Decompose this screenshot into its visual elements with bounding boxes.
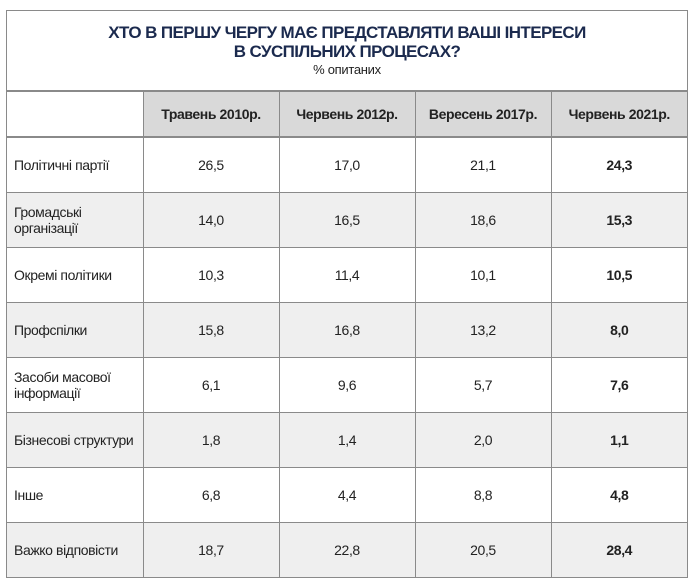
value-cell: 10,3: [142, 247, 280, 303]
value-cell: 10,1: [414, 247, 552, 303]
row-label: Важко відповісти: [7, 522, 144, 578]
value-cell: 4,4: [278, 467, 416, 523]
value-cell: 17,0: [278, 136, 416, 193]
value-cell: 8,0: [550, 302, 687, 358]
value-cell: 16,8: [278, 302, 416, 358]
value-cell: 11,4: [278, 247, 416, 303]
table-row: Важко відповісти 18,7 22,8 20,5 28,4: [7, 522, 687, 578]
column-header: Травень 2010р.: [142, 92, 280, 138]
value-cell: 21,1: [414, 136, 552, 193]
header-empty-cell: [7, 92, 144, 138]
header-row: Травень 2010р. Червень 2012р. Вересень 2…: [7, 92, 687, 138]
value-cell: 15,8: [142, 302, 280, 358]
table-subtitle: % опитаних: [313, 62, 381, 77]
value-cell: 16,5: [278, 192, 416, 248]
row-label: Профспілки: [7, 302, 144, 358]
row-label: Громадські організації: [7, 192, 144, 248]
value-cell: 6,1: [142, 357, 280, 413]
value-cell: 1,8: [142, 412, 280, 468]
row-label: Окремі політики: [7, 247, 144, 303]
value-cell: 18,7: [142, 522, 280, 578]
table-row: Інше 6,8 4,4 8,8 4,8: [7, 467, 687, 523]
value-cell: 15,3: [550, 192, 687, 248]
value-cell: 26,5: [142, 136, 280, 193]
table-title-line-1: ХТО В ПЕРШУ ЧЕРГУ МАЄ ПРЕДСТАВЛЯТИ ВАШІ …: [108, 23, 586, 42]
value-cell: 13,2: [414, 302, 552, 358]
row-label: Інше: [7, 467, 144, 523]
table-row: Окремі політики 10,3 11,4 10,1 10,5: [7, 247, 687, 303]
value-cell: 7,6: [550, 357, 687, 413]
table-title-line-2: В СУСПІЛЬНИХ ПРОЦЕСАХ?: [233, 42, 461, 61]
value-cell: 2,0: [414, 412, 552, 468]
value-cell: 24,3: [550, 136, 687, 193]
column-header: Вересень 2017р.: [414, 92, 552, 138]
value-cell: 4,8: [550, 467, 687, 523]
value-cell: 22,8: [278, 522, 416, 578]
value-cell: 1,1: [550, 412, 687, 468]
row-label: Політичні партії: [7, 136, 144, 193]
survey-table: Травень 2010р. Червень 2012р. Вересень 2…: [7, 92, 687, 578]
row-label: Бізнесові структури: [7, 412, 144, 468]
table-row: Профспілки 15,8 16,8 13,2 8,0: [7, 302, 687, 358]
table-row: Бізнесові структури 1,8 1,4 2,0 1,1: [7, 412, 687, 468]
table-row: Громадські організації 14,0 16,5 18,6 15,3: [7, 192, 687, 248]
column-header: Червень 2012р.: [278, 92, 416, 138]
value-cell: 10,5: [550, 247, 687, 303]
title-block: ХТО В ПЕРШУ ЧЕРГУ МАЄ ПРЕДСТАВЛЯТИ ВАШІ …: [7, 11, 687, 92]
survey-table-frame: ХТО В ПЕРШУ ЧЕРГУ МАЄ ПРЕДСТАВЛЯТИ ВАШІ …: [6, 10, 688, 578]
table-row: Засоби масової інформації 6,1 9,6 5,7 7,6: [7, 357, 687, 413]
value-cell: 9,6: [278, 357, 416, 413]
value-cell: 1,4: [278, 412, 416, 468]
value-cell: 20,5: [414, 522, 552, 578]
column-header: Червень 2021р.: [550, 92, 687, 138]
value-cell: 6,8: [142, 467, 280, 523]
value-cell: 5,7: [414, 357, 552, 413]
value-cell: 18,6: [414, 192, 552, 248]
value-cell: 8,8: [414, 467, 552, 523]
table-row: Політичні партії 26,5 17,0 21,1 24,3: [7, 136, 687, 193]
value-cell: 14,0: [142, 192, 280, 248]
row-label: Засоби масової інформації: [7, 357, 144, 413]
value-cell: 28,4: [550, 522, 687, 578]
